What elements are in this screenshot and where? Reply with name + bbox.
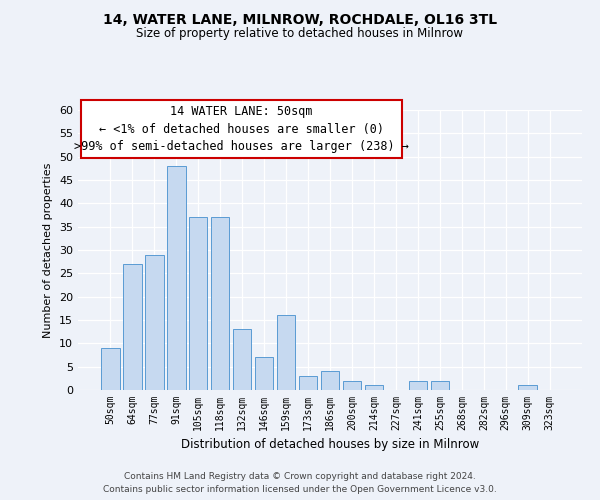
Text: 14 WATER LANE: 50sqm: 14 WATER LANE: 50sqm — [170, 105, 313, 118]
Bar — [409, 380, 427, 390]
Bar — [365, 386, 383, 390]
Bar — [101, 348, 119, 390]
Bar — [277, 316, 295, 390]
Bar — [320, 372, 340, 390]
Bar — [343, 380, 361, 390]
Text: 14, WATER LANE, MILNROW, ROCHDALE, OL16 3TL: 14, WATER LANE, MILNROW, ROCHDALE, OL16 … — [103, 12, 497, 26]
Text: >99% of semi-detached houses are larger (238) →: >99% of semi-detached houses are larger … — [74, 140, 409, 153]
Text: ← <1% of detached houses are smaller (0): ← <1% of detached houses are smaller (0) — [99, 122, 384, 136]
Bar — [255, 358, 274, 390]
Bar — [211, 218, 229, 390]
Bar — [189, 218, 208, 390]
Bar — [431, 380, 449, 390]
Text: Contains public sector information licensed under the Open Government Licence v3: Contains public sector information licen… — [103, 485, 497, 494]
Bar — [167, 166, 185, 390]
Text: Contains HM Land Registry data © Crown copyright and database right 2024.: Contains HM Land Registry data © Crown c… — [124, 472, 476, 481]
Bar — [518, 386, 537, 390]
X-axis label: Distribution of detached houses by size in Milnrow: Distribution of detached houses by size … — [181, 438, 479, 452]
Text: Size of property relative to detached houses in Milnrow: Size of property relative to detached ho… — [137, 28, 464, 40]
Bar — [145, 254, 164, 390]
Bar — [299, 376, 317, 390]
Bar — [123, 264, 142, 390]
Y-axis label: Number of detached properties: Number of detached properties — [43, 162, 53, 338]
Bar — [233, 330, 251, 390]
